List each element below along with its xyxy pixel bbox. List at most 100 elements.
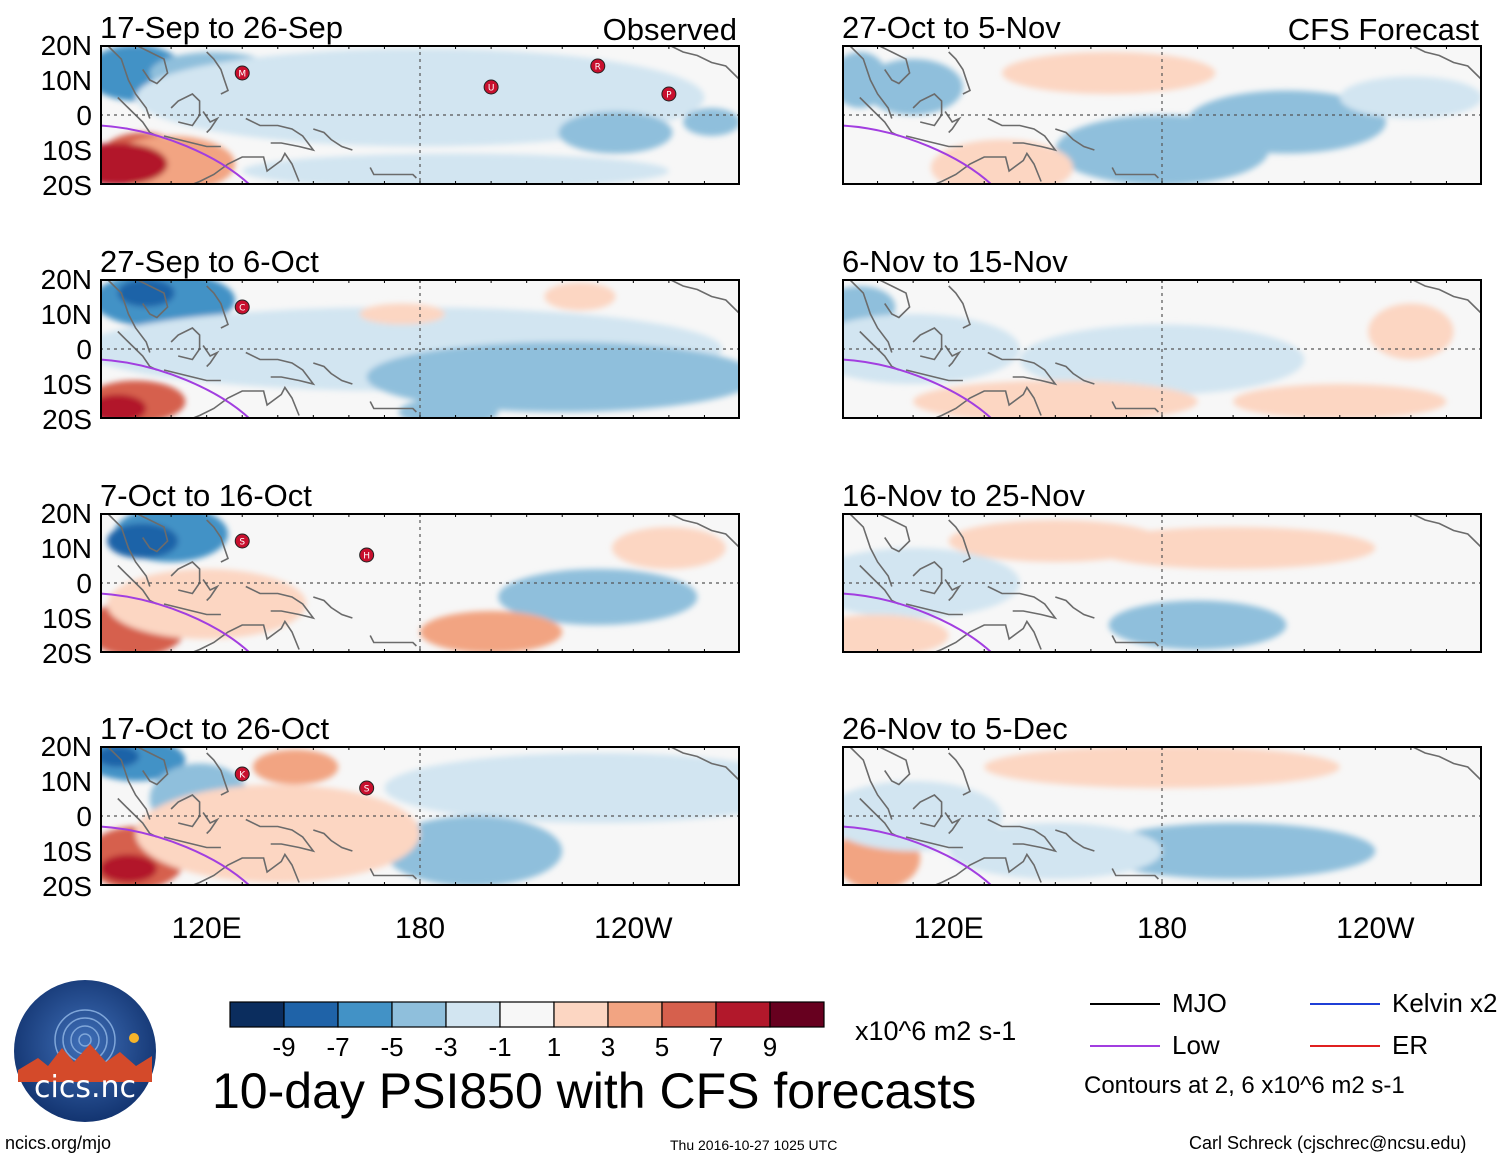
anomaly-region xyxy=(1090,527,1376,569)
storm-label: M xyxy=(238,70,246,80)
coastline xyxy=(245,351,316,386)
legend-line xyxy=(1310,1003,1380,1005)
anomaly-region xyxy=(384,816,563,886)
latitude-label: 10S xyxy=(42,836,92,867)
coastline xyxy=(948,752,971,796)
coastline xyxy=(106,746,151,820)
colorbar-tick-label: -9 xyxy=(272,1032,296,1062)
low-contour xyxy=(100,124,251,185)
longitude-label: 180 xyxy=(394,912,446,945)
anomaly-region xyxy=(1019,324,1305,395)
latitude-label: 20N xyxy=(40,30,92,61)
map-panel: 26-Nov to 5-Dec xyxy=(842,713,1482,886)
anomaly-region xyxy=(135,48,705,147)
coastline xyxy=(188,385,300,419)
coastline xyxy=(948,519,971,563)
latitude-label: 10N xyxy=(40,533,92,564)
coastline xyxy=(245,117,316,152)
latitude-label: 20N xyxy=(40,498,92,529)
footer-author: Carl Schreck (cjschrec@ncsu.edu) xyxy=(1189,1133,1467,1153)
coastline xyxy=(912,561,943,595)
coastline xyxy=(877,746,911,786)
coastline xyxy=(668,45,740,81)
colorbar-tick-label: -1 xyxy=(488,1032,512,1062)
anomaly-region xyxy=(1002,52,1216,94)
coastline xyxy=(202,812,220,835)
anomaly-region xyxy=(242,153,669,185)
panel-source-label: Observed xyxy=(602,12,737,47)
low-contour xyxy=(842,592,993,653)
low-contour xyxy=(842,825,993,886)
low-contour xyxy=(100,358,251,419)
coastline xyxy=(948,51,971,95)
map-canvas xyxy=(842,45,1482,185)
coastline xyxy=(1111,868,1159,880)
storm-marker: S xyxy=(234,533,250,549)
map-panel: M U R P 17-Sep to 26-Sep Observed 20N 10N 0 10S 20… xyxy=(41,12,740,200)
coastline xyxy=(1410,513,1482,549)
coastline xyxy=(170,794,201,828)
coastline xyxy=(944,812,962,835)
coastline xyxy=(313,362,353,385)
storm-label: H xyxy=(363,552,370,562)
panel-title: 7-Oct to 16-Oct xyxy=(100,478,312,513)
storm-marker: C xyxy=(234,299,250,315)
latitude-label: 0 xyxy=(76,568,92,599)
coastline xyxy=(987,818,1058,853)
storm-marker: R xyxy=(590,58,606,74)
colorbar-swatch xyxy=(445,1001,501,1028)
panel-source-label: CFS Forecast xyxy=(1287,12,1479,47)
anomaly-region xyxy=(242,520,456,576)
coastline xyxy=(163,135,221,148)
coastline xyxy=(912,93,943,127)
coastline xyxy=(987,117,1058,152)
coastline xyxy=(905,369,963,382)
anomaly-region xyxy=(1233,384,1447,419)
coastline xyxy=(1055,596,1095,619)
map-canvas: C xyxy=(100,279,740,419)
coastline xyxy=(369,635,417,647)
anomaly-region xyxy=(863,59,963,115)
anomaly-region xyxy=(420,611,563,653)
anomaly-region xyxy=(913,380,1198,419)
footer-url[interactable]: ncics.org/mjo xyxy=(5,1133,112,1153)
coastline xyxy=(930,619,1042,653)
anomaly-region xyxy=(359,303,445,325)
coastline xyxy=(106,279,151,353)
low-contour xyxy=(100,825,251,886)
coastline xyxy=(848,279,893,353)
storm-label: S xyxy=(364,785,370,795)
coastline xyxy=(163,603,221,616)
colorbar-units: x10^6 m2 s-1 xyxy=(855,1016,1017,1046)
coastline xyxy=(930,852,1042,886)
panel-title: 27-Oct to 5-Nov xyxy=(842,10,1061,45)
coastline xyxy=(1055,362,1095,385)
storm-marker: S xyxy=(359,780,375,796)
coastline xyxy=(1111,401,1159,413)
map-canvas xyxy=(842,279,1482,419)
low-contour xyxy=(842,124,993,185)
anomaly-region xyxy=(100,746,140,767)
longitude-label: 120E xyxy=(913,912,984,945)
coastline xyxy=(163,836,221,849)
coastline xyxy=(206,752,229,796)
coastline xyxy=(170,327,201,361)
map-canvas: KS xyxy=(100,746,740,886)
anomaly-region xyxy=(117,279,175,307)
coastline xyxy=(944,579,962,602)
colorbar-swatch xyxy=(769,1001,825,1028)
coastline xyxy=(245,818,316,853)
colorbar-swatch xyxy=(661,1001,717,1028)
colorbar-tick-label: -7 xyxy=(326,1032,350,1062)
coastline xyxy=(135,746,169,786)
latitude-label: 20S xyxy=(42,638,92,669)
coastline xyxy=(206,51,229,95)
coastline xyxy=(135,45,169,85)
latitude-label: 20N xyxy=(40,264,92,295)
anomaly-region xyxy=(100,854,157,883)
coastline xyxy=(369,868,417,880)
anomaly-region xyxy=(398,398,499,419)
latitude-label: 10N xyxy=(40,65,92,96)
coastline xyxy=(1111,635,1159,647)
legend-label: ER xyxy=(1392,1030,1429,1060)
